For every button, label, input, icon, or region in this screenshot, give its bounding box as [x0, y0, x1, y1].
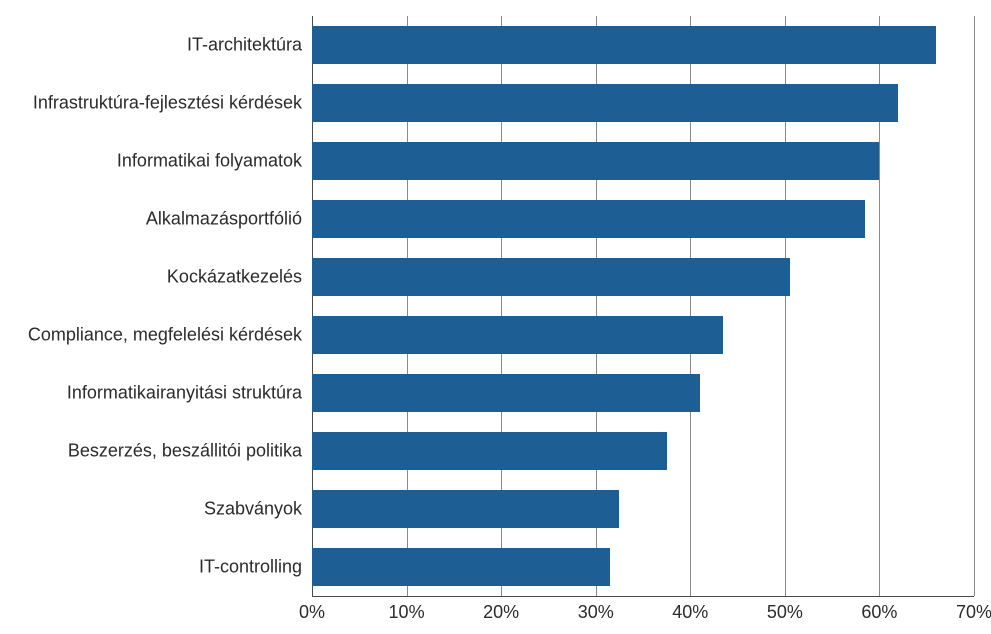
y-axis-label: Beszerzés, beszállitói politika: [68, 441, 312, 462]
x-tick-label: 0%: [299, 596, 325, 623]
bar-row: [312, 200, 974, 238]
y-axis-label: Alkalmazásportfólió: [146, 209, 312, 230]
horizontal-bar-chart: 0% 10% 20% 30% 40% 50% 60% 70% IT-architektúra In…: [0, 0, 991, 634]
bar-row: [312, 26, 974, 64]
bar: [312, 84, 898, 122]
bar: [312, 200, 865, 238]
bar: [312, 432, 667, 470]
bar-row: [312, 490, 974, 528]
x-tick-label: 50%: [767, 596, 803, 623]
y-axis-label: Szabványok: [204, 499, 312, 520]
y-axis-label: IT-controlling: [199, 557, 312, 578]
bar: [312, 142, 879, 180]
bar: [312, 548, 610, 586]
y-axis-label: Kockázatkezelés: [167, 267, 312, 288]
y-axis-label: Compliance, megfelelési kérdések: [28, 325, 312, 346]
plot-area: 0%10%20%30%40%50%60%70%IT-architektúraIn…: [312, 16, 974, 596]
bar-row: [312, 548, 974, 586]
bar-row: [312, 316, 974, 354]
bar: [312, 490, 619, 528]
gridline: [974, 16, 975, 596]
x-axis-line: [312, 596, 974, 597]
x-tick-label: 20%: [483, 596, 519, 623]
x-tick-label: 10%: [389, 596, 425, 623]
bar-row: [312, 84, 974, 122]
bar: [312, 374, 700, 412]
bar: [312, 316, 723, 354]
bar-row: [312, 374, 974, 412]
x-tick-label: 40%: [672, 596, 708, 623]
x-tick-label: 70%: [956, 596, 991, 623]
y-axis-label: IT-architektúra: [187, 35, 312, 56]
bar-row: [312, 432, 974, 470]
bar-row: [312, 142, 974, 180]
y-axis-label: Informatikai folyamatok: [117, 151, 312, 172]
bar: [312, 26, 936, 64]
y-axis-label: Infrastruktúra-fejlesztési kérdések: [33, 93, 312, 114]
y-axis-label: Informatikairanyitási struktúra: [67, 383, 312, 404]
x-tick-label: 60%: [861, 596, 897, 623]
x-tick-label: 30%: [578, 596, 614, 623]
bar: [312, 258, 790, 296]
bar-row: [312, 258, 974, 296]
